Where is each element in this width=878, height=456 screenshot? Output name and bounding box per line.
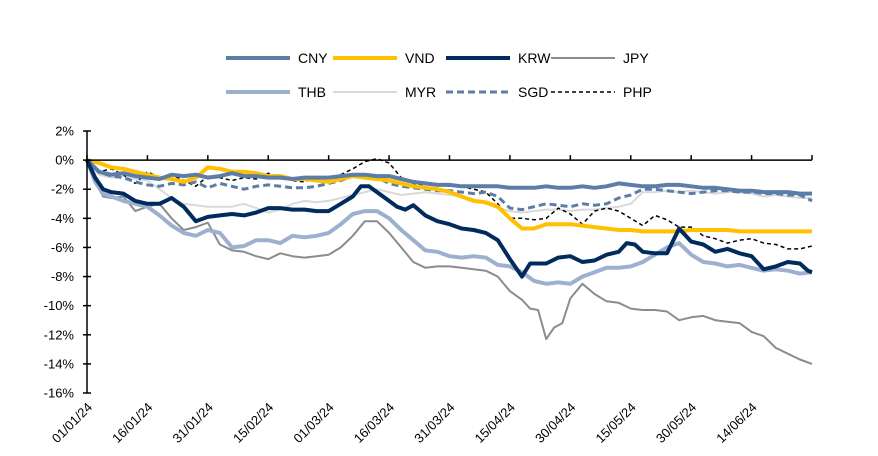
legend: CNY VND KRW JPY THB MYR SGD PHP (226, 50, 652, 100)
series-line-krw (85, 159, 813, 279)
series-lines (85, 157, 813, 365)
legend-item-cny: CNY (226, 50, 328, 66)
legend-item-jpy: JPY (551, 50, 649, 66)
legend-label: KRW (518, 50, 551, 66)
x-tick-label: 30/04/24 (532, 400, 578, 446)
y-tick-label: -16% (44, 386, 75, 401)
legend-label: CNY (298, 50, 328, 66)
x-tick-label: 14/06/24 (713, 400, 759, 446)
y-tick-label: -4% (51, 211, 75, 226)
y-tick-label: 0% (55, 153, 74, 168)
legend-label: JPY (623, 50, 649, 66)
x-tick-label: 01/01/24 (49, 400, 95, 446)
x-tick-label: 15/05/24 (592, 400, 638, 446)
y-tick-label: 2% (55, 124, 74, 139)
legend-label: SGD (518, 84, 548, 100)
y-tick-label: -12% (44, 327, 75, 342)
legend-label: MYR (405, 84, 436, 100)
x-tick-label: 16/03/24 (351, 400, 397, 446)
legend-item-sgd: SGD (446, 84, 548, 100)
y-tick-label: -2% (51, 182, 75, 197)
legend-label: THB (298, 84, 326, 100)
axes: 2% 0% -2% -4% -6% -8% -10% -12% -14% -16%01/01/24… (44, 124, 813, 446)
x-tick-label: 30/05/24 (653, 400, 699, 446)
legend-item-vnd: VND (333, 50, 435, 66)
series-line-vnd (86, 158, 812, 234)
legend-item-php: PHP (551, 84, 652, 100)
x-tick-label: 01/03/24 (290, 400, 336, 446)
x-tick-label: 31/03/24 (411, 400, 457, 446)
series-line-cny (85, 158, 812, 196)
x-tick-label: 16/01/24 (109, 400, 155, 446)
x-tick-label: 31/01/24 (170, 400, 216, 446)
y-tick-label: -8% (51, 269, 75, 284)
x-tick-label: 15/04/24 (472, 400, 518, 446)
legend-item-myr: MYR (333, 84, 436, 100)
y-tick-label: -14% (44, 356, 75, 371)
series-line-myr (86, 159, 812, 214)
x-tick-label: 15/02/24 (230, 400, 276, 446)
series-line-jpy (86, 159, 813, 365)
legend-item-thb: THB (226, 84, 326, 100)
legend-item-krw: KRW (446, 50, 551, 66)
series-line-thb (85, 159, 813, 286)
legend-label: PHP (623, 84, 652, 100)
y-tick-label: -10% (44, 298, 75, 313)
legend-label: VND (405, 50, 435, 66)
y-tick-label: -6% (51, 240, 75, 255)
